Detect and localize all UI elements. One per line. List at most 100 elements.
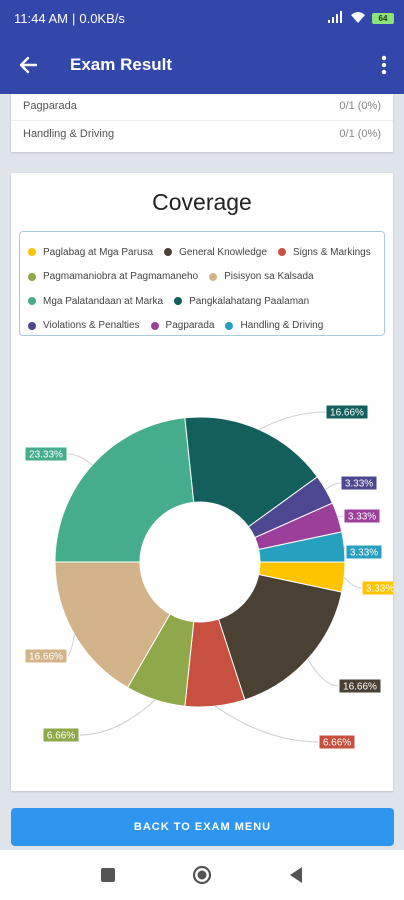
legend-swatch bbox=[277, 248, 286, 257]
more-vert-icon[interactable] bbox=[364, 36, 404, 94]
legend-label: Signs & Markings bbox=[292, 246, 371, 258]
data-label-text: 3.33% bbox=[345, 479, 373, 490]
label-leader-line bbox=[337, 515, 345, 518]
result-name: Handling & Driving bbox=[23, 128, 115, 140]
legend-label: Pagparada bbox=[165, 320, 215, 332]
data-label: 3.33% bbox=[343, 508, 381, 524]
data-label: 16.66% bbox=[338, 678, 382, 694]
donut-slice bbox=[217, 573, 343, 701]
legend-swatch bbox=[28, 297, 36, 306]
status-speed: 0.0KB/s bbox=[79, 10, 125, 26]
data-label-text: 16.66% bbox=[343, 682, 377, 693]
data-label-bg bbox=[24, 446, 68, 462]
coverage-donut-chart: 3.33% 16.66% 6.66% 6.66% 16.66% 23.33% 16.66% 3… bbox=[24, 404, 393, 750]
data-label: 3.33% bbox=[340, 475, 378, 491]
data-label-text: 23.33% bbox=[29, 450, 63, 461]
legend-label: Handling & Driving bbox=[240, 320, 324, 332]
data-label-bg bbox=[42, 727, 80, 743]
coverage-card: Coverage Paglabag at Mga Parusa General K… bbox=[11, 173, 393, 791]
label-leader-line bbox=[78, 699, 156, 736]
data-label: 3.33% bbox=[361, 580, 393, 596]
label-leader-line bbox=[307, 658, 340, 687]
donut-slice bbox=[258, 531, 346, 563]
data-label-text: 3.33% bbox=[366, 584, 393, 595]
data-label-text: 6.66% bbox=[323, 738, 351, 749]
label-leader-line bbox=[325, 482, 342, 490]
circle-icon[interactable] bbox=[190, 863, 214, 887]
data-label: 16.66% bbox=[325, 404, 369, 420]
legend-swatch bbox=[28, 321, 36, 330]
data-label: 3.33% bbox=[345, 544, 383, 560]
legend-swatch bbox=[174, 297, 183, 306]
legend-swatch bbox=[164, 248, 173, 257]
coverage-title: Coverage bbox=[152, 189, 252, 215]
legend-label: Paglabag at Mga Parusa bbox=[43, 246, 154, 258]
result-name: Pagparada bbox=[23, 100, 77, 112]
data-label: 23.33% bbox=[24, 446, 68, 462]
legend-item: Paglabag at Mga Parusa bbox=[28, 240, 153, 265]
donut-slice bbox=[54, 417, 195, 563]
legend-swatch bbox=[209, 272, 218, 281]
battery-icon: 64 bbox=[372, 12, 394, 24]
triangle-back-icon[interactable] bbox=[284, 863, 308, 887]
divider bbox=[11, 120, 393, 121]
data-label-bg bbox=[318, 734, 356, 750]
legend-swatch bbox=[28, 248, 36, 257]
legend-label: Mga Palatandaan at Marka bbox=[43, 295, 164, 307]
data-label: 6.66% bbox=[42, 727, 80, 743]
legend-item: Pangkalahatang Paalaman bbox=[174, 289, 309, 314]
label-leader-line bbox=[66, 453, 93, 466]
legend-label: Pisisyon sa Kalsada bbox=[224, 271, 314, 283]
data-label-text: 16.66% bbox=[330, 408, 364, 419]
data-label: 16.66% bbox=[24, 648, 68, 664]
result-score: 0/1 (0%) bbox=[339, 128, 381, 140]
legend-item: Mga Palatandaan at Marka bbox=[28, 289, 163, 314]
legend-swatch bbox=[225, 321, 234, 330]
data-label-bg bbox=[343, 508, 381, 524]
page-title: Exam Result bbox=[70, 55, 173, 74]
results-card: Pagparada 0/1 (0%) Handling & Driving 0/… bbox=[11, 94, 393, 152]
label-leader-line bbox=[343, 576, 363, 589]
result-row: Handling & Driving 0/1 (0%) bbox=[23, 124, 381, 144]
label-leader-line bbox=[214, 705, 320, 743]
legend-item: Signs & Markings bbox=[277, 240, 371, 265]
legend-label: Violations & Penalties bbox=[43, 320, 140, 332]
label-leader-line bbox=[66, 634, 75, 657]
data-label-bg bbox=[325, 404, 369, 420]
app-bar: Exam Result bbox=[0, 36, 404, 94]
data-label-bg bbox=[361, 580, 393, 596]
arrow-left-icon[interactable] bbox=[0, 36, 56, 94]
legend-item: Handling & Driving bbox=[225, 314, 323, 339]
donut-slice bbox=[184, 416, 319, 528]
legend-label: Pagmamaniobra at Pagmamaneho bbox=[43, 271, 199, 283]
data-label-text: 3.33% bbox=[348, 512, 376, 523]
donut-slice bbox=[54, 561, 171, 689]
legend-item: Pisisyon sa Kalsada bbox=[209, 265, 314, 290]
legend-item: Violations & Penalties bbox=[28, 314, 140, 339]
square-icon[interactable] bbox=[96, 863, 120, 887]
signal-icon bbox=[328, 10, 344, 26]
data-label-text: 16.66% bbox=[29, 652, 63, 663]
wifi-icon bbox=[350, 11, 366, 26]
back-to-exam-menu-button[interactable]: BACK TO EXAM MENU bbox=[11, 808, 394, 846]
data-label-bg bbox=[338, 678, 382, 694]
legend-item: Pagparada bbox=[150, 314, 215, 339]
label-leader-line bbox=[258, 411, 327, 430]
legend-swatch bbox=[150, 321, 159, 330]
system-nav-bar bbox=[0, 850, 404, 900]
result-row: Pagparada 0/1 (0%) bbox=[23, 96, 381, 116]
result-score: 0/1 (0%) bbox=[339, 100, 381, 112]
status-time: 11:44 AM bbox=[14, 10, 68, 26]
legend-label: Pangkalahatang Paalaman bbox=[189, 295, 310, 307]
legend-item: Pagmamaniobra at Pagmamaneho bbox=[28, 265, 198, 290]
legend-item: General Knowledge bbox=[164, 240, 267, 265]
data-label: 6.66% bbox=[318, 734, 356, 750]
data-label-text: 3.33% bbox=[350, 548, 378, 559]
data-label-bg bbox=[345, 544, 383, 560]
status-bar: 11:44 AM | 0.0KB/s 64 bbox=[0, 0, 404, 36]
data-label-bg bbox=[340, 475, 378, 491]
legend-label: General Knowledge bbox=[179, 246, 267, 258]
data-label-text: 6.66% bbox=[47, 731, 75, 742]
data-label-bg bbox=[24, 648, 68, 664]
chart-legend: Paglabag at Mga Parusa General Knowledge S… bbox=[19, 231, 385, 336]
